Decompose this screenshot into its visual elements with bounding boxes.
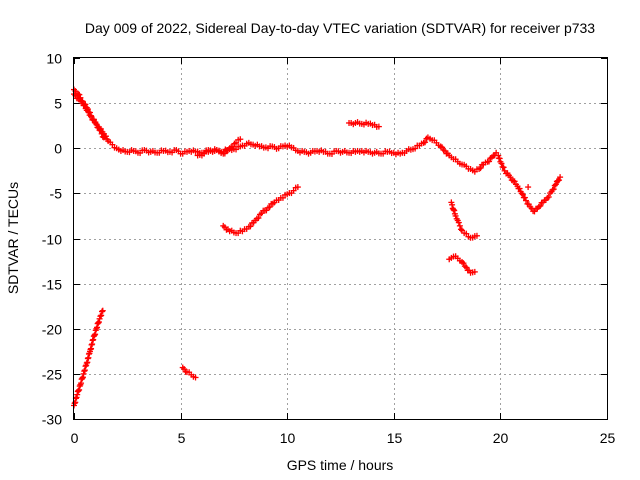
y-tick-label: -10	[42, 232, 62, 248]
data-point	[226, 140, 238, 152]
data-point	[497, 158, 507, 171]
data-point	[371, 148, 382, 157]
data-point	[403, 146, 414, 154]
series-track-high	[346, 119, 382, 130]
data-point	[450, 253, 459, 260]
y-tick-label: -20	[42, 322, 62, 338]
series-track-isolated	[525, 184, 532, 191]
data-point	[99, 307, 106, 314]
data-point	[495, 152, 503, 162]
y-tick-label: 10	[46, 51, 62, 67]
data-point	[525, 184, 532, 191]
y-tick-label: -5	[50, 186, 63, 202]
data-point	[352, 119, 363, 127]
grid	[74, 58, 607, 419]
data-point	[375, 123, 382, 130]
chart-title: Day 009 of 2022, Sidereal Day-to-day VTE…	[85, 20, 595, 36]
x-tick-label: 5	[178, 430, 186, 446]
y-axis-title: SDTVAR / TECUs	[5, 182, 21, 294]
data-point	[454, 217, 462, 226]
y-tick-label: -25	[42, 367, 62, 383]
data-point	[461, 230, 470, 237]
x-tick-label: 15	[387, 430, 403, 446]
data-point	[83, 104, 93, 116]
series-track-drop-18	[448, 199, 480, 241]
data-point	[473, 232, 480, 239]
x-axis-title: GPS time / hours	[287, 457, 394, 473]
data-point	[124, 147, 135, 156]
data-point	[75, 91, 85, 104]
plot-frame	[73, 57, 608, 420]
data-point	[147, 147, 159, 156]
y-tick-label: 0	[54, 141, 62, 157]
data-point	[429, 137, 438, 144]
data-point	[326, 148, 338, 157]
data-point	[213, 147, 225, 157]
data-point	[301, 148, 312, 157]
data-point	[265, 200, 276, 211]
x-tick-label: 20	[493, 430, 509, 446]
y-tick-label: -30	[42, 412, 62, 428]
data-point	[239, 225, 250, 235]
series-track-short	[179, 364, 199, 381]
data-point	[518, 190, 528, 201]
data-point	[96, 308, 105, 322]
y-tick-label: 5	[54, 96, 62, 112]
data-point	[71, 394, 80, 409]
data-point	[173, 147, 184, 157]
data-point	[179, 364, 189, 375]
x-tick-label: 10	[280, 430, 296, 446]
series-track-low-18	[446, 253, 478, 276]
data-point	[192, 374, 199, 381]
data-point	[237, 136, 244, 143]
data-point	[207, 146, 218, 155]
x-tick-label: 25	[600, 430, 616, 446]
data-point	[346, 147, 357, 157]
data-point	[352, 147, 363, 155]
series-track-steep-rise	[71, 307, 106, 409]
data-point	[557, 174, 564, 181]
data-point	[83, 350, 93, 367]
data-point	[117, 147, 129, 155]
series-track-main	[71, 91, 564, 215]
x-tick-label: 0	[71, 430, 79, 446]
series-track-arc	[220, 184, 301, 237]
data-point	[237, 142, 248, 150]
data-point	[284, 190, 295, 198]
data-point	[201, 148, 212, 157]
data-point	[294, 184, 301, 191]
data-points	[71, 86, 564, 409]
data-point	[77, 374, 86, 388]
data-point	[79, 98, 89, 108]
data-point	[548, 182, 558, 195]
data-point	[510, 177, 520, 188]
data-point	[339, 147, 350, 156]
data-point	[271, 196, 282, 206]
data-point	[456, 222, 464, 233]
y-tick-label: -15	[42, 277, 62, 293]
series-track-start-descent	[71, 86, 107, 141]
axis-ticks: 0 5 10 15 20 25 -30 -25 -20 -15 -10 -5 0 5 10	[42, 51, 616, 447]
data-point	[100, 134, 107, 141]
data-point	[522, 197, 532, 208]
series-track-spike-early	[194, 136, 244, 159]
data-point	[471, 268, 478, 275]
data-point	[552, 177, 563, 188]
